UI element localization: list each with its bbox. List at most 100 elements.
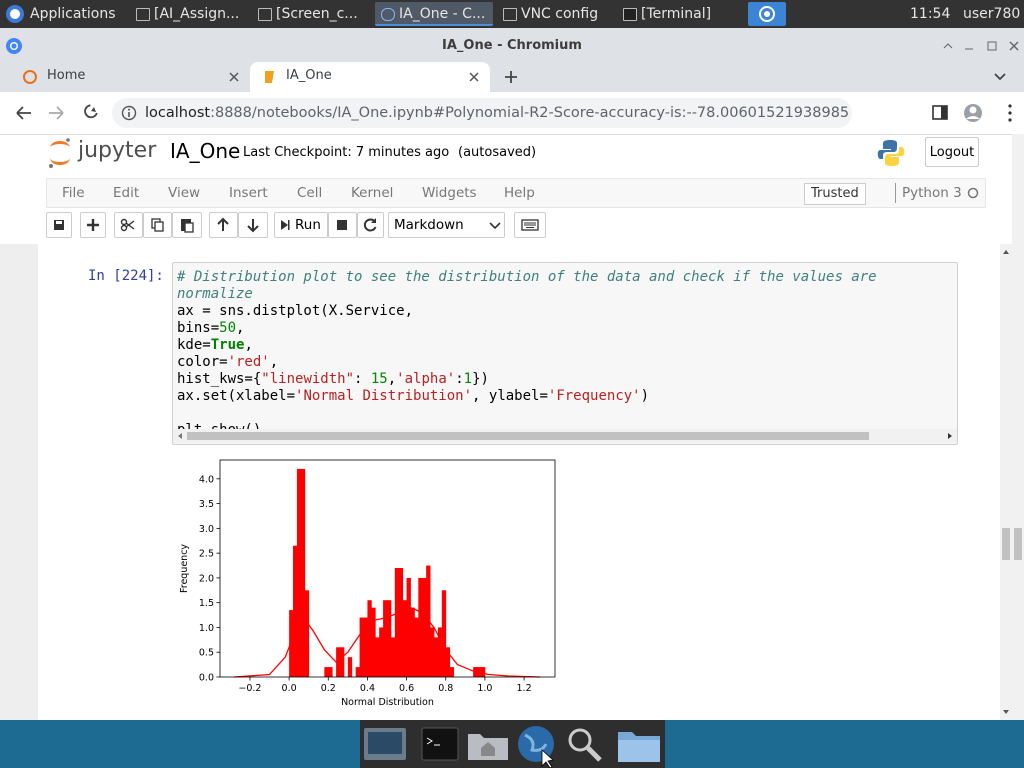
code-token: , ylabel=	[472, 388, 548, 404]
autosave-status: (autosaved)	[458, 145, 537, 160]
os-dock	[0, 720, 1024, 768]
histogram-bar	[375, 637, 380, 677]
code-token: 'Normal Distribution'	[295, 388, 473, 404]
menu-item[interactable]: Insert	[229, 185, 268, 201]
code-token: ,	[244, 337, 253, 353]
jupyter-wordmark: jupyter	[78, 138, 157, 163]
kernel-indicator	[967, 187, 979, 199]
code-cell[interactable]: # Distribution plot to see the distribut…	[172, 262, 958, 445]
window-controls[interactable]	[938, 38, 1024, 54]
run-button[interactable]: Run	[274, 212, 328, 238]
menu-item[interactable]: Kernel	[351, 185, 394, 201]
applications-menu[interactable]: Applications	[30, 6, 116, 22]
cell-type-select[interactable]: Markdown	[388, 212, 505, 238]
copy-button[interactable]	[143, 212, 172, 238]
menu-item[interactable]: View	[168, 185, 201, 201]
y-tick-label: 1.0	[199, 623, 214, 634]
user-name[interactable]: user780	[963, 6, 1021, 22]
menu-item[interactable]: Cell	[297, 185, 323, 201]
menu-item[interactable]: Edit	[113, 185, 140, 201]
code-token: "linewidth"	[261, 371, 355, 387]
window-button[interactable]: IA_One - C...	[375, 2, 493, 26]
notebook-name[interactable]: IA_One	[170, 139, 241, 163]
browser-toolbar: localhost:8888/notebooks/IA_One.ipynb#Po…	[0, 92, 1024, 135]
restart-button[interactable]	[357, 212, 384, 238]
window-label: IA_One - C...	[399, 6, 486, 22]
paste-button[interactable]	[172, 212, 202, 238]
menu-item[interactable]: File	[62, 185, 85, 201]
menu-item[interactable]: Help	[504, 185, 535, 201]
histogram-bar	[324, 667, 329, 677]
cell-type-label: Markdown	[394, 217, 464, 233]
code-line: # Distribution plot to see the distribut…	[177, 269, 957, 303]
code-token: ax.set(xlabel=	[177, 388, 296, 404]
plot-frame	[219, 459, 556, 678]
command-palette-button[interactable]	[514, 212, 546, 238]
x-tick-label: 1.2	[517, 683, 532, 694]
trusted-indicator[interactable]: Trusted	[804, 183, 866, 205]
histogram-bar	[359, 617, 364, 677]
window-button[interactable]: [Terminal]	[617, 2, 741, 26]
insert-cell-button[interactable]	[80, 212, 106, 238]
code-token: 'alpha'	[396, 371, 456, 387]
code-editor[interactable]: # Distribution plot to see the distribut…	[177, 269, 957, 439]
y-tick-label: 2.5	[199, 549, 214, 560]
histogram-bar	[449, 667, 454, 677]
code-token: ,	[387, 371, 397, 387]
window-label: VNC config	[521, 6, 599, 22]
x-tick-label: 1.0	[477, 683, 492, 694]
histogram-bar	[363, 617, 368, 677]
code-line: bins=50,	[177, 320, 957, 337]
h-scrollbar[interactable]	[173, 429, 957, 443]
code-token: )	[640, 388, 650, 404]
os-taskbar: Applications [AI_Assign... [Screen_c... …	[0, 0, 1024, 28]
y-tick-label: 2.0	[199, 573, 214, 584]
x-tick-label: −0.2	[238, 683, 261, 694]
histogram-bar	[406, 577, 411, 677]
logout-button[interactable]: Logout	[925, 137, 979, 167]
code-token: 15	[370, 371, 388, 387]
browser-actions[interactable]	[930, 103, 1020, 123]
tab[interactable]: Home	[12, 62, 250, 92]
histogram-bar	[347, 657, 353, 677]
code-line: hist_kws={"linewidth": 15,'alpha':1})	[177, 371, 957, 388]
window-label: [Screen_c...	[276, 6, 358, 22]
window-button[interactable]: VNC config	[497, 2, 615, 26]
window-label: [AI_Assign...	[154, 6, 240, 22]
dock-launchers[interactable]	[360, 720, 665, 768]
address-bar[interactable]: localhost:8888/notebooks/IA_One.ipynb#Po…	[112, 98, 852, 128]
notebook-scrollbar[interactable]	[1000, 244, 1012, 720]
cut-button[interactable]	[114, 212, 143, 238]
window-button[interactable]: [AI_Assign...	[130, 2, 248, 26]
x-tick-label: 0.8	[438, 683, 453, 694]
move-up-button[interactable]	[209, 212, 238, 238]
histogram-bar	[418, 577, 423, 677]
move-down-button[interactable]	[238, 212, 268, 238]
histogram-bar	[340, 647, 345, 677]
tab-search[interactable]	[992, 71, 1008, 83]
menu-item[interactable]: Widgets	[422, 185, 477, 201]
chromium-icon	[6, 38, 22, 54]
code-token: 1	[463, 371, 473, 387]
tab[interactable]: IA_One	[250, 62, 490, 92]
chromium-launcher[interactable]	[748, 2, 786, 26]
histogram-bar	[414, 617, 419, 677]
code-token: :	[354, 371, 371, 387]
code-token: ,	[269, 354, 279, 370]
histogram-bar	[371, 607, 376, 677]
window-button[interactable]: [Screen_c...	[252, 2, 370, 26]
interrupt-button[interactable]	[328, 212, 357, 238]
page-scrollbar[interactable]	[1012, 134, 1024, 720]
code-token: ,	[236, 320, 245, 336]
y-tick-label: 1.5	[199, 598, 214, 609]
code-token: hist_kws={	[177, 371, 262, 387]
code-token: 50	[219, 320, 237, 336]
code-block: # Distribution plot to see the distribut…	[177, 269, 957, 405]
new-tab[interactable]	[503, 69, 519, 85]
y-tick-label: 3.0	[199, 524, 214, 535]
nav-buttons[interactable]	[14, 104, 114, 122]
tab-title: Home	[47, 68, 86, 83]
save-button[interactable]	[46, 212, 72, 238]
input-prompt: In [224]:	[88, 268, 164, 284]
